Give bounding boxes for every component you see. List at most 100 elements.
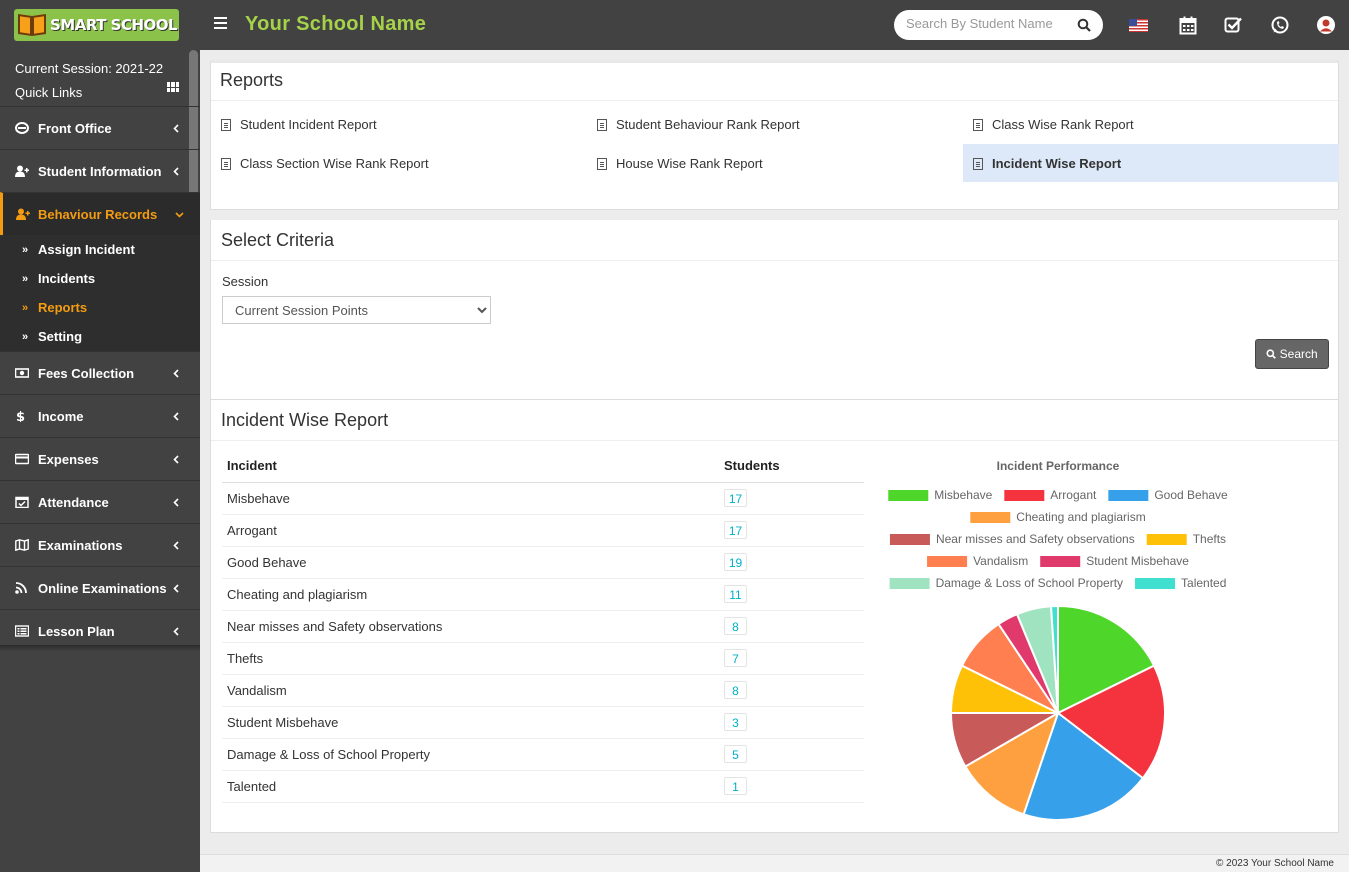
chevron-left-icon xyxy=(173,124,179,133)
select-criteria-panel: Select Criteria Session Current Session … xyxy=(210,220,1339,400)
sidebar-item-examinations[interactable]: Examinations xyxy=(0,523,200,566)
legend-swatch[interactable] xyxy=(1040,556,1081,567)
user-add-icon xyxy=(16,208,30,220)
sidebar-item-behaviour-records[interactable]: Behaviour Records xyxy=(0,192,200,235)
student-count-badge[interactable]: 5 xyxy=(724,745,747,763)
search-button[interactable]: Search xyxy=(1255,339,1329,369)
legend-swatch[interactable] xyxy=(1108,490,1149,501)
sidebar-item-label: Online Examinations xyxy=(38,581,167,596)
us-flag-icon[interactable] xyxy=(1129,19,1148,32)
student-incident-report-link[interactable]: Student Incident Report xyxy=(211,105,587,143)
sidebar-item-student-information[interactable]: Student Information xyxy=(0,149,200,192)
table-row: Thefts 7 xyxy=(222,642,864,675)
legend-label[interactable]: Talented xyxy=(1181,576,1226,590)
sidebar: Current Session: 2021-22 Quick Links Fro… xyxy=(0,50,200,872)
calendar-check-icon xyxy=(15,496,29,508)
search-icon[interactable] xyxy=(1077,18,1091,32)
top-header: SMART SCHOOL Your School Name xyxy=(0,0,1349,50)
incident-wise-report-link[interactable]: Incident Wise Report xyxy=(963,144,1339,182)
students-cell: 7 xyxy=(719,642,864,675)
legend-label[interactable]: Thefts xyxy=(1193,532,1226,546)
student-count-badge[interactable]: 17 xyxy=(724,489,747,507)
legend-label[interactable]: Near misses and Safety observations xyxy=(936,532,1135,546)
map-icon xyxy=(15,539,29,551)
footer-text: © 2023 Your School Name xyxy=(1215,858,1334,869)
house-wise-rank-report-link[interactable]: House Wise Rank Report xyxy=(587,144,963,182)
legend-label[interactable]: Damage & Loss of School Property xyxy=(936,576,1123,590)
student-count-badge[interactable]: 19 xyxy=(724,553,747,571)
pie-slice[interactable] xyxy=(1022,711,1145,821)
sidebar-item-label: Examinations xyxy=(38,538,123,553)
app-logo[interactable]: SMART SCHOOL xyxy=(14,9,179,41)
behaviour-submenu: » Assign Incident » Incidents » Reports » Se… xyxy=(0,235,200,351)
task-check-icon[interactable] xyxy=(1224,15,1242,35)
sidebar-item-front-office[interactable]: Front Office xyxy=(0,106,200,149)
user-avatar-icon[interactable] xyxy=(1316,15,1336,35)
legend-label[interactable]: Student Misbehave xyxy=(1086,554,1189,568)
pie-slice[interactable] xyxy=(1049,604,1059,714)
legend-label[interactable]: Misbehave xyxy=(934,488,992,502)
sidebar-item-label: Behaviour Records xyxy=(38,207,158,222)
pie-slice[interactable] xyxy=(1057,604,1156,715)
legend-swatch[interactable] xyxy=(970,512,1011,523)
submenu-reports[interactable]: » Reports xyxy=(0,293,200,322)
student-count-badge[interactable]: 3 xyxy=(724,713,747,731)
menu-toggle-icon[interactable] xyxy=(214,17,227,32)
incident-name: Cheating and plagiarism xyxy=(222,578,719,611)
table-row: Cheating and plagiarism 11 xyxy=(222,578,864,611)
legend-swatch[interactable] xyxy=(1004,490,1045,501)
legend-label[interactable]: Good Behave xyxy=(1154,488,1228,502)
legend-label[interactable]: Cheating and plagiarism xyxy=(1016,510,1145,524)
student-count-badge[interactable]: 7 xyxy=(724,649,747,667)
sidebar-item-fees-collection[interactable]: Fees Collection xyxy=(0,351,200,394)
pie-slice[interactable] xyxy=(1056,664,1166,780)
submenu-label: Incidents xyxy=(38,271,96,286)
session-label: Session xyxy=(222,274,269,289)
incident-name: Thefts xyxy=(222,642,719,675)
legend-swatch[interactable] xyxy=(1135,578,1176,589)
legend-label[interactable]: Arrogant xyxy=(1050,488,1097,502)
legend-swatch[interactable] xyxy=(1146,534,1187,545)
document-icon xyxy=(973,119,983,131)
svg-text:$: $ xyxy=(16,410,25,422)
sidebar-item-income[interactable]: $ Income xyxy=(0,394,200,437)
class-wise-rank-report-link[interactable]: Class Wise Rank Report xyxy=(963,105,1339,143)
calendar-icon[interactable] xyxy=(1179,15,1197,35)
legend-swatch[interactable] xyxy=(889,534,930,545)
student-count-badge[interactable]: 17 xyxy=(724,521,747,539)
criteria-title: Select Criteria xyxy=(221,230,335,250)
double-chevron-icon: » xyxy=(22,273,29,285)
legend-swatch[interactable] xyxy=(889,578,930,589)
sidebar-item-lesson-plan[interactable]: Lesson Plan xyxy=(0,609,200,652)
sidebar-item-online-examinations[interactable]: Online Examinations xyxy=(0,566,200,609)
submenu-setting[interactable]: » Setting xyxy=(0,322,200,351)
class-section-wise-rank-report-link[interactable]: Class Section Wise Rank Report xyxy=(211,144,587,182)
student-count-badge[interactable]: 8 xyxy=(724,617,747,635)
sidebar-item-expenses[interactable]: Expenses xyxy=(0,437,200,480)
front-office-icon xyxy=(15,122,29,134)
book-icon xyxy=(14,9,50,41)
submenu-label: Assign Incident xyxy=(38,242,135,257)
student-count-badge[interactable]: 8 xyxy=(724,681,747,699)
grid-icon[interactable] xyxy=(167,82,179,92)
legend-label[interactable]: Vandalism xyxy=(973,554,1028,568)
legend-swatch[interactable] xyxy=(888,490,929,501)
legend-swatch[interactable] xyxy=(927,556,968,567)
session-select[interactable]: Current Session Points xyxy=(222,296,491,324)
pie xyxy=(949,604,1166,821)
incident-pie-chart: Incident Performance Misbehave Arrogant Go… xyxy=(888,459,1228,821)
students-cell: 5 xyxy=(719,738,864,771)
pie-slice[interactable] xyxy=(963,710,1060,816)
student-behaviour-rank-report-link[interactable]: Student Behaviour Rank Report xyxy=(587,105,963,143)
whatsapp-icon[interactable] xyxy=(1271,15,1289,35)
student-count-badge[interactable]: 1 xyxy=(724,777,747,795)
col-students-header: Students xyxy=(719,450,864,483)
sidebar-item-label: Expenses xyxy=(38,452,99,467)
money-icon xyxy=(15,368,29,378)
student-count-badge[interactable]: 11 xyxy=(724,585,747,603)
search-input[interactable] xyxy=(906,16,1056,31)
sidebar-item-label: Income xyxy=(38,409,84,424)
submenu-incidents[interactable]: » Incidents xyxy=(0,264,200,293)
submenu-assign-incident[interactable]: » Assign Incident xyxy=(0,235,200,264)
sidebar-item-attendance[interactable]: Attendance xyxy=(0,480,200,523)
